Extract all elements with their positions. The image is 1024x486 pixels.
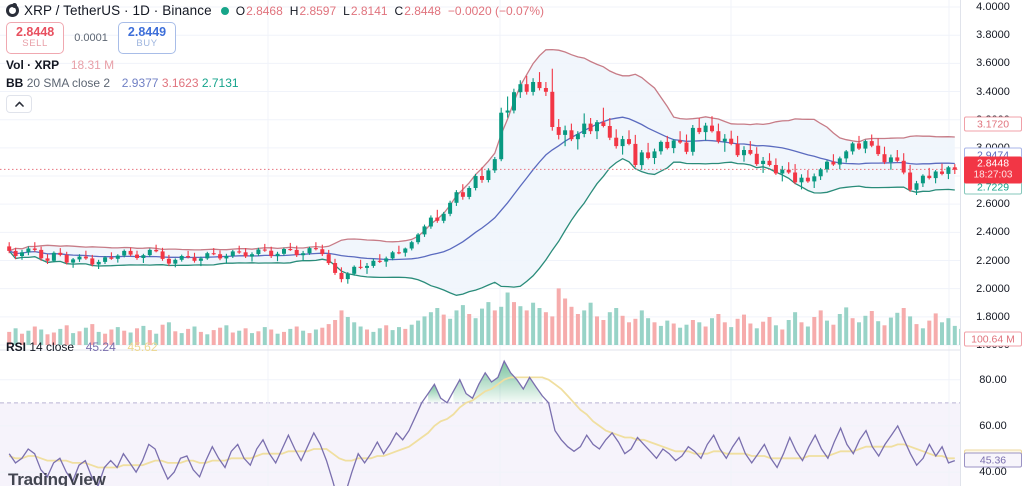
price-tick: 3.4000 [976, 85, 1010, 98]
bb-basis-value: 2.9377 [121, 75, 159, 90]
rsi-ma-value: 45.62 [127, 340, 158, 354]
volume-indicator-value: 18.31 M [70, 57, 115, 72]
sell-price: 2.8448 [16, 25, 55, 39]
change-value: −0.0020 (−0.07%) [447, 3, 544, 18]
last-price-badge[interactable]: 2.8448 18:27:03 [964, 156, 1022, 184]
close-key: C [394, 3, 404, 18]
chart-plot-area[interactable] [0, 0, 960, 486]
ohlc-values: O2.8468 H2.8597 L2.8141 C2.8448 −0.0020 (−0.… [236, 4, 545, 18]
chevron-up-icon [14, 101, 24, 107]
low-key: L [343, 3, 350, 18]
volume-indicator-name: Vol · XRP [6, 57, 60, 72]
rsi-tick: 40.00 [979, 466, 1007, 479]
open-key: O [235, 3, 246, 18]
price-axis[interactable]: 4.00003.80003.60003.40003.20003.00002.80… [960, 0, 1024, 486]
low-value: 2.8141 [350, 3, 388, 18]
last-price-value: 2.8448 [976, 157, 1010, 170]
price-tick: 3.8000 [976, 29, 1010, 42]
price-tick: 4.0000 [976, 1, 1010, 14]
volume-price[interactable]: 100.64 M [964, 331, 1022, 347]
symbol-row[interactable]: XRP / TetherUS · 1D · Binance O2.8468 H2.… [6, 2, 545, 19]
high-key: H [289, 3, 299, 18]
rsi-value-badge[interactable]: 45.36 [964, 452, 1022, 468]
rsi-indicator-params: 14 close [29, 340, 75, 354]
bar-countdown: 18:27:03 [973, 169, 1013, 181]
bb-indicator-params: 20 SMA close 2 [26, 75, 111, 90]
collapse-legend-button[interactable] [6, 94, 32, 113]
price-tick: 2.4000 [976, 226, 1010, 239]
trade-buttons-row: 2.8448 SELL 0.0001 2.8449 BUY [6, 22, 545, 54]
open-value: 2.8468 [246, 3, 283, 18]
bb-indicator-name: BB [6, 75, 24, 90]
sell-label: SELL [22, 38, 48, 49]
bb-lower-value: 2.7131 [201, 75, 239, 90]
buy-price: 2.8449 [127, 25, 167, 39]
rsi-tick: 60.00 [979, 419, 1007, 432]
price-tick: 2.2000 [976, 254, 1010, 267]
buy-button[interactable]: 2.8449 BUY [117, 22, 177, 54]
chart-legend: XRP / TetherUS · 1D · Binance O2.8468 H2.… [6, 2, 545, 113]
price-tick: 2.6000 [976, 198, 1010, 211]
chart-canvas[interactable] [0, 0, 960, 486]
price-tick: 2.0000 [976, 282, 1010, 295]
buy-label: BUY [136, 38, 158, 49]
tradingview-watermark: TradingView [8, 470, 106, 486]
sell-button[interactable]: 2.8448 SELL [6, 22, 65, 54]
rsi-indicator-name: RSI [6, 340, 27, 354]
price-tick: 3.6000 [976, 57, 1010, 70]
spread-value: 0.0001 [74, 31, 108, 44]
close-value: 2.8448 [404, 3, 441, 18]
volume-indicator-legend[interactable]: Vol · XRP 18.31 M [6, 58, 545, 72]
high-value: 2.8597 [299, 3, 337, 18]
rsi-tick: 80.00 [979, 373, 1007, 386]
market-open-dot [220, 6, 229, 15]
xrp-coin-icon [6, 3, 19, 17]
rsi-indicator-legend[interactable]: RSI 14 close 45.24 45.62 [6, 340, 158, 354]
rsi-indicator-value: 45.24 [85, 340, 116, 354]
symbol-title[interactable]: XRP / TetherUS · 1D · Binance [24, 3, 212, 18]
bb-indicator-legend[interactable]: BB 20 SMA close 2 2.9377 3.1623 2.7131 [6, 76, 545, 90]
bb-upper-price[interactable]: 3.1720 [964, 116, 1022, 132]
price-tick: 1.8000 [976, 310, 1010, 323]
bb-upper-value: 3.1623 [161, 75, 199, 90]
